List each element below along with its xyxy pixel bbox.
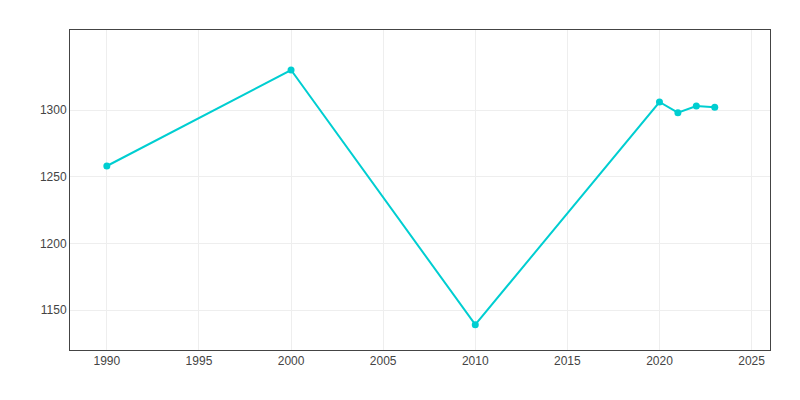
svg-text:2000: 2000: [278, 354, 305, 368]
svg-text:1150: 1150: [41, 303, 67, 317]
svg-text:1990: 1990: [93, 354, 120, 368]
svg-text:2015: 2015: [554, 354, 581, 368]
svg-text:2005: 2005: [370, 354, 397, 368]
svg-text:2025: 2025: [738, 354, 765, 368]
svg-text:2020: 2020: [646, 354, 673, 368]
svg-text:1250: 1250: [40, 170, 67, 184]
svg-text:2010: 2010: [462, 354, 489, 368]
svg-text:1995: 1995: [186, 354, 213, 368]
svg-text:1300: 1300: [40, 103, 67, 117]
svg-text:1200: 1200: [40, 237, 67, 251]
